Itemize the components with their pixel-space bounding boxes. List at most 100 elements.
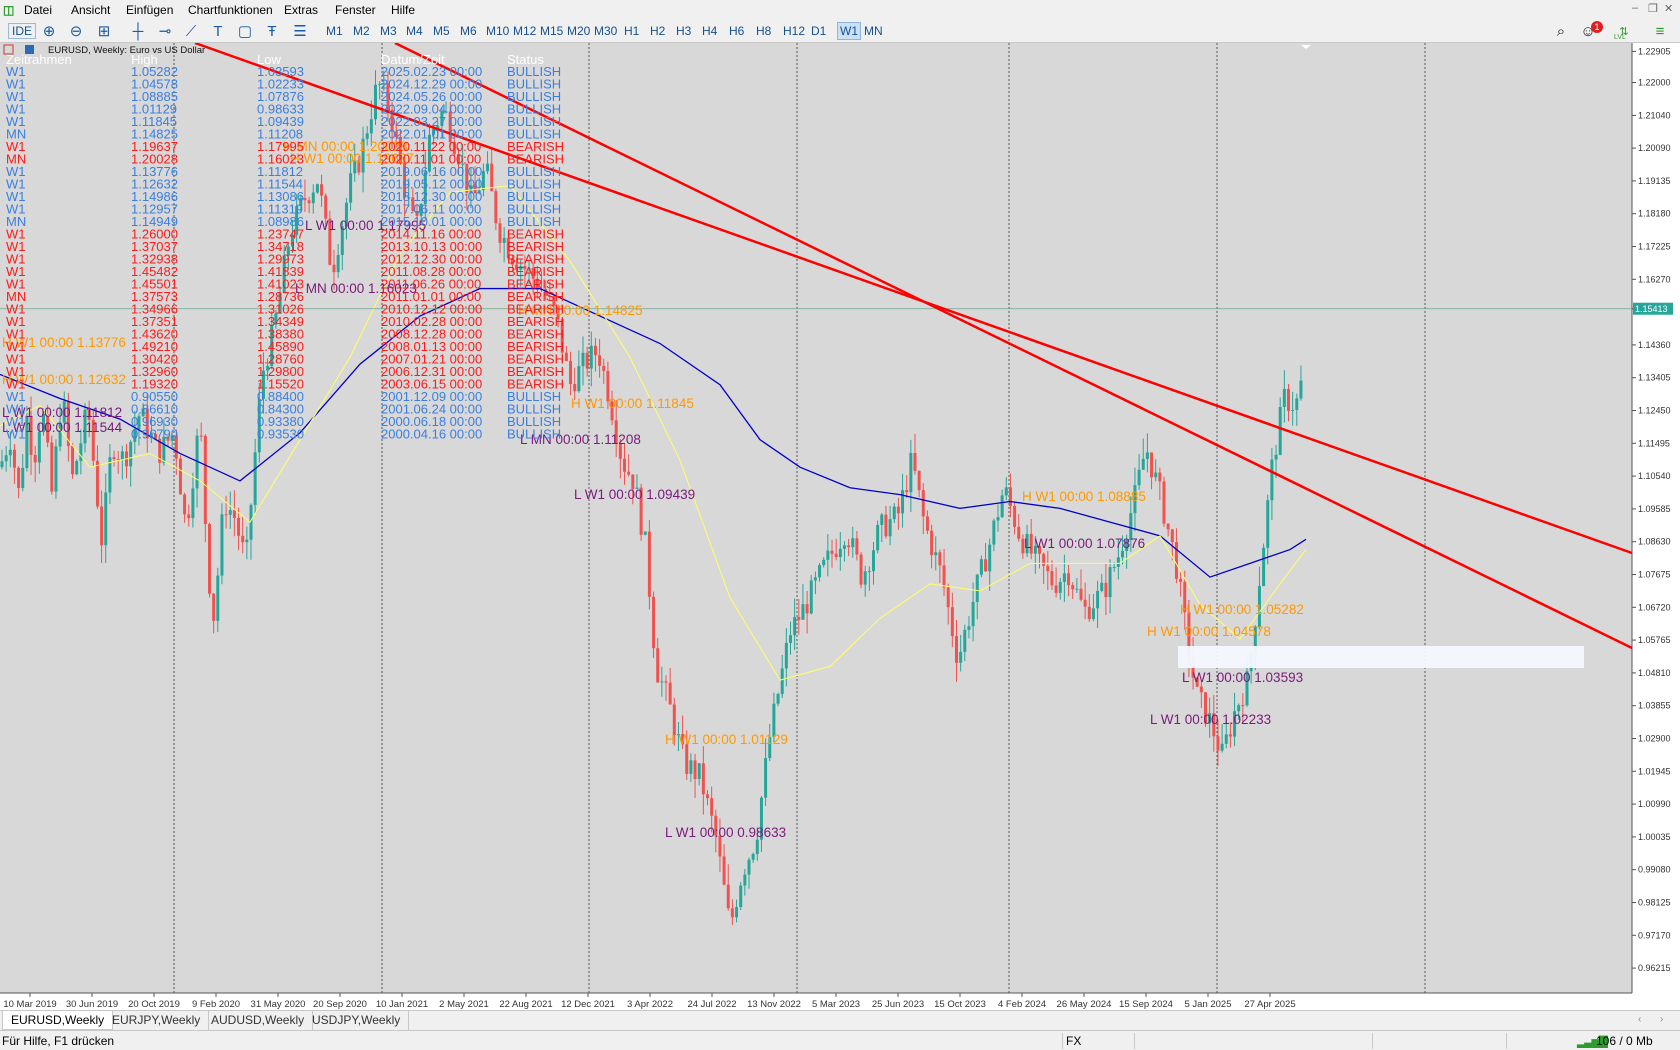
tab-scroll-right-icon[interactable]: › xyxy=(1660,1014,1664,1025)
hl-label: H W1 00:00 1.13776 xyxy=(2,335,126,350)
timeframe-m5[interactable]: M5 xyxy=(433,24,450,38)
timeframe-m4[interactable]: M4 xyxy=(406,24,423,38)
menu-datei[interactable]: Datei xyxy=(24,3,53,17)
candle-body xyxy=(382,83,386,85)
table-cell: 1.13776 xyxy=(131,164,178,179)
menu-extras[interactable]: Extras xyxy=(284,3,319,17)
table-cell: W1 xyxy=(6,339,26,354)
timeframe-h6[interactable]: H6 xyxy=(729,24,745,38)
menu-ansicht[interactable]: Ansicht xyxy=(71,3,111,17)
table-cell: 2010.02.28 00:00 xyxy=(381,314,482,329)
tab-eurjpy[interactable]: EURJPY,Weekly xyxy=(104,1011,210,1030)
candle-body xyxy=(942,565,946,588)
text-label-icon[interactable]: Ŧ xyxy=(267,23,277,40)
timeframe-m12[interactable]: M12 xyxy=(513,24,537,38)
candle-body xyxy=(1038,545,1041,554)
tab-usdjpy[interactable]: USDJPY,Weekly xyxy=(304,1011,410,1030)
table-cell: 2011.08.28 00:00 xyxy=(381,264,481,279)
timeframe-h1[interactable]: H1 xyxy=(624,24,640,38)
timeframe-m15[interactable]: M15 xyxy=(540,24,564,38)
table-cell: 2014.11.16 00:00 xyxy=(381,227,481,242)
table-cell: 2001.12.09 00:00 xyxy=(381,389,482,404)
price-tick-label: 1.07675 xyxy=(1638,569,1671,579)
crosshair-icon[interactable]: ┼ xyxy=(132,23,144,40)
zoom-in-icon[interactable]: ⊕ xyxy=(42,23,56,40)
table-header: Status xyxy=(507,52,544,67)
rectangle-icon[interactable]: ▢ xyxy=(237,23,253,40)
menu-lines-icon[interactable]: ≡ xyxy=(1655,23,1665,40)
date-tick-label: 24 Jul 2022 xyxy=(687,999,736,1010)
candle-body xyxy=(4,455,8,462)
timeframe-m30[interactable]: M30 xyxy=(594,24,618,38)
table-cell: BULLISH xyxy=(507,389,561,404)
hl-label: H MN 00:00 1.20028 xyxy=(283,139,408,154)
candle-body xyxy=(863,571,867,585)
candle-body xyxy=(1162,481,1166,524)
timeframe-h2[interactable]: H2 xyxy=(650,24,666,38)
candle-body xyxy=(1133,485,1137,514)
hl-label: H W1 00:00 1.04578 xyxy=(1147,624,1271,639)
table-cell: W1 xyxy=(6,77,26,92)
candle-body xyxy=(672,704,676,736)
price-tick-label: 1.08630 xyxy=(1638,537,1671,547)
candle-body xyxy=(1121,550,1124,558)
timeframe-m10[interactable]: M10 xyxy=(486,24,510,38)
tab-audusd[interactable]: AUDUSD,Weekly xyxy=(203,1011,314,1030)
candle-body xyxy=(909,452,913,493)
timeframe-h3[interactable]: H3 xyxy=(676,24,692,38)
tab-eurusd[interactable]: EURUSD,Weekly xyxy=(2,1011,114,1030)
menu-hilfe[interactable]: Hilfe xyxy=(391,3,416,17)
table-cell: BULLISH xyxy=(507,127,561,142)
search-icon[interactable]: ⌕ xyxy=(1556,23,1566,40)
timeframe-h12[interactable]: H12 xyxy=(783,24,806,38)
signal-icon[interactable]: ⇅ xyxy=(1619,26,1629,38)
restore-icon[interactable]: ❐ xyxy=(1648,3,1658,15)
tab-scroll-left-icon[interactable]: ‹ xyxy=(1638,1014,1642,1025)
table-cell: 2020.11.22 00:00 xyxy=(381,139,481,154)
table-cell: 1.03593 xyxy=(257,64,304,79)
candle-body xyxy=(938,552,942,566)
candle-body xyxy=(378,83,382,85)
menu-fenster[interactable]: Fenster xyxy=(335,3,376,17)
chart-area[interactable]: 1.22905 1.22000 1.21040 1.20090 1.19135 1.181… xyxy=(0,43,1680,1010)
price-tick-label: 1.00035 xyxy=(1638,832,1671,842)
timeframe-m1[interactable]: M1 xyxy=(326,24,343,38)
hl-label: L W1 00:00 0.98633 xyxy=(665,825,786,840)
candle-body xyxy=(50,442,54,492)
minimize-icon[interactable]: – xyxy=(1632,2,1639,14)
timeframe-h8[interactable]: H8 xyxy=(756,24,772,38)
candle-body xyxy=(444,111,448,113)
connection-status: 106 / 0 Mb xyxy=(1596,1034,1653,1048)
ide-button[interactable]: IDE xyxy=(8,23,37,39)
timeframe-h4[interactable]: H4 xyxy=(702,24,718,38)
timeframe-mn[interactable]: MN xyxy=(864,24,883,38)
candle-body xyxy=(365,133,369,139)
zoom-out-icon[interactable]: ⊖ xyxy=(69,23,83,40)
candle-body xyxy=(764,758,768,798)
help-status: Für Hilfe, F1 drücken xyxy=(2,1034,115,1048)
candle-body xyxy=(481,171,485,191)
candle-body xyxy=(46,414,50,443)
menu-chartfunktionen[interactable]: Chartfunktionen xyxy=(188,3,273,17)
timeframe-w1[interactable]: W1 xyxy=(837,22,861,40)
tile-windows-icon[interactable]: ⊞ xyxy=(97,23,111,40)
timeframe-m20[interactable]: M20 xyxy=(567,24,591,38)
close-icon[interactable]: ✕ xyxy=(1664,3,1674,15)
trendline-icon[interactable]: ⟋ xyxy=(185,23,197,40)
candle-body xyxy=(772,703,776,737)
timeframe-m2[interactable]: M2 xyxy=(353,24,370,38)
hl-label: L MN 00:00 1.16023 xyxy=(295,281,417,296)
table-cell: 2019.05.12 00:00 xyxy=(381,177,482,192)
text-icon[interactable]: T xyxy=(213,23,223,40)
candle-body xyxy=(108,457,112,493)
horizontal-line-icon[interactable]: ⊸ xyxy=(158,23,172,40)
candle-body xyxy=(58,422,62,447)
fibonacci-icon[interactable]: ☰ xyxy=(293,23,307,40)
candle-body xyxy=(253,452,257,505)
menu-einfuegen[interactable]: Einfügen xyxy=(126,3,174,17)
candle-body xyxy=(1017,526,1021,539)
candle-body xyxy=(992,520,996,545)
timeframe-d1[interactable]: D1 xyxy=(811,24,827,38)
timeframe-m6[interactable]: M6 xyxy=(460,24,477,38)
timeframe-m3[interactable]: M3 xyxy=(380,24,397,38)
